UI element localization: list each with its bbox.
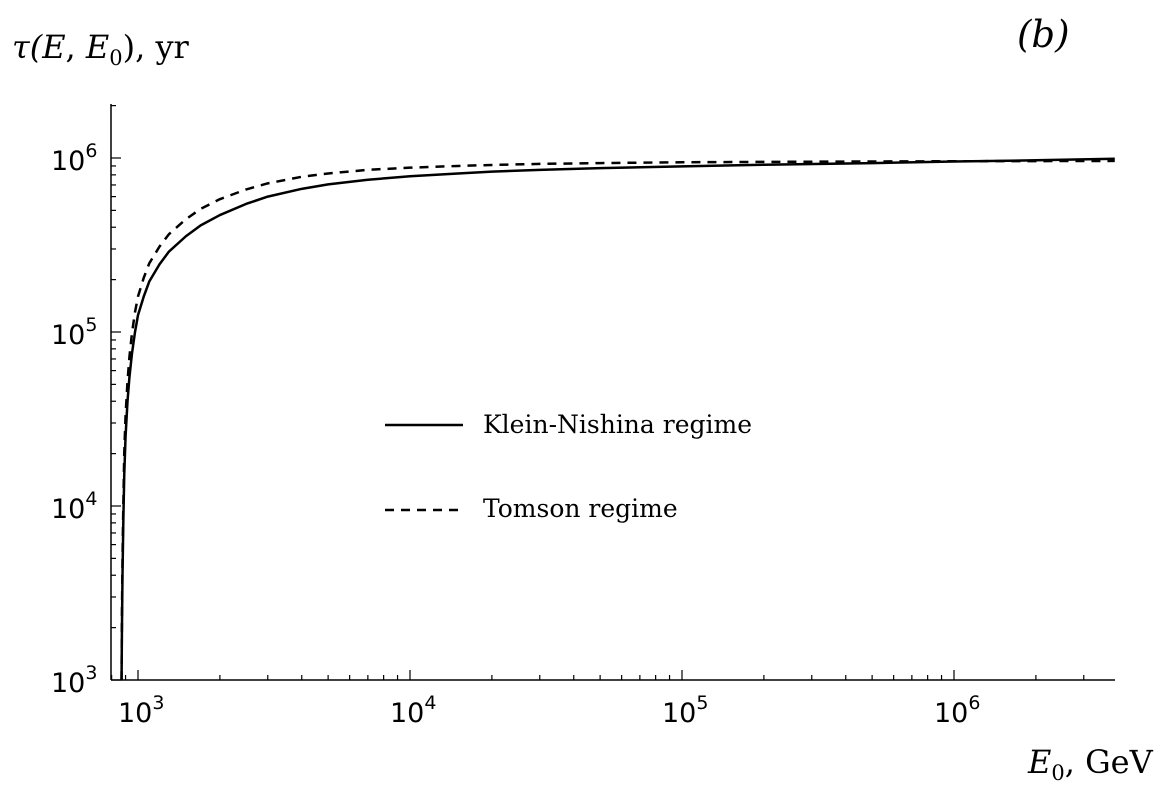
panel-label: (b) (1017, 13, 1070, 56)
y-tick-label: 104 (51, 488, 97, 525)
y-tick-labels: 103 104 105 106 (51, 140, 97, 699)
x-axis-label: E0, GeV (1027, 743, 1154, 785)
x-tick-label: 103 (118, 692, 164, 729)
y-tick-label: 103 (51, 662, 97, 699)
x-tick-label: 106 (934, 692, 980, 729)
legend-label-klein-nishina: Klein-Nishina regime (483, 410, 752, 439)
axes (110, 104, 1115, 681)
x-tick-label: 105 (662, 692, 708, 729)
y-tick-label: 106 (51, 140, 97, 177)
y-tick-label: 105 (51, 314, 97, 351)
y-axis-label: τ(E, E0), yr (12, 28, 190, 70)
legend-label-tomson: Tomson regime (483, 494, 678, 523)
curves (120, 157, 1115, 681)
legend: Klein-Nishina regime Tomson regime (385, 410, 752, 523)
x-tick-label: 104 (390, 692, 436, 729)
x-tick-labels: 103 104 105 106 (118, 692, 980, 729)
